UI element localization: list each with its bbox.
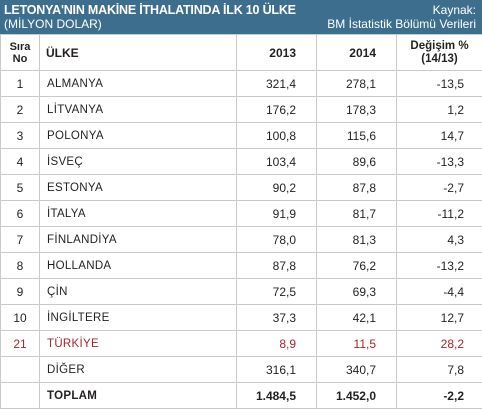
- column-header-country: ÜLKE: [40, 35, 237, 71]
- value-2014-cell: 69,3: [317, 279, 397, 305]
- column-header-2014: 2014: [317, 35, 397, 71]
- change-cell: 7,8: [397, 357, 482, 383]
- change-cell: 4,3: [397, 227, 482, 253]
- value-2014-cell: 11,5: [317, 331, 397, 357]
- change-cell: -4,4: [397, 279, 482, 305]
- country-cell: ALMANYA: [40, 71, 237, 97]
- value-2014-cell: 81,7: [317, 201, 397, 227]
- change-cell: -13,2: [397, 253, 482, 279]
- source-value: BM İstatistik Bölümü Verileri: [327, 17, 476, 31]
- value-2014-cell: 42,1: [317, 305, 397, 331]
- source-label: Kaynak:: [433, 3, 476, 17]
- value-2013-cell: 87,8: [237, 253, 317, 279]
- rank-cell: 2: [1, 97, 40, 123]
- rank-cell: 3: [1, 123, 40, 149]
- change-cell: 12,7: [397, 305, 482, 331]
- rank-cell: 10: [1, 305, 40, 331]
- value-2014-cell: 89,6: [317, 149, 397, 175]
- value-2013-cell: 176,2: [237, 97, 317, 123]
- table-header-banner: LETONYA'NIN MAKİNE İTHALATINDA İLK 10 ÜL…: [0, 0, 482, 34]
- value-2014-cell: 115,6: [317, 123, 397, 149]
- value-2014-cell: 278,1: [317, 71, 397, 97]
- value-2014-cell: 178,3: [317, 97, 397, 123]
- value-2013-cell: 103,4: [237, 149, 317, 175]
- rank-header-line1: Sıra: [10, 41, 31, 53]
- value-2014-cell: 87,8: [317, 175, 397, 201]
- value-2013-cell: 316,1: [237, 357, 317, 383]
- country-cell: ESTONYA: [40, 175, 237, 201]
- column-header-row: Sıra No ÜLKE 2013 2014 Değişim % (14/13): [1, 35, 482, 71]
- value-2013-cell: 8,9: [237, 331, 317, 357]
- change-cell: 28,2: [397, 331, 482, 357]
- change-cell: -13,5: [397, 71, 482, 97]
- column-header-rank: Sıra No: [1, 35, 40, 71]
- rank-cell: 8: [1, 253, 40, 279]
- change-header-line2: (14/13): [421, 53, 457, 65]
- country-cell: TÜRKİYE: [40, 331, 237, 357]
- value-2013-cell: 91,9: [237, 201, 317, 227]
- value-2013-cell: 100,8: [237, 123, 317, 149]
- change-header-line1: Değişim %: [410, 40, 468, 52]
- value-2013-cell: 90,2: [237, 175, 317, 201]
- country-cell: ÇİN: [40, 279, 237, 305]
- country-cell: LİTVANYA: [40, 97, 237, 123]
- value-2014-cell: 81,3: [317, 227, 397, 253]
- change-cell: 14,7: [397, 123, 482, 149]
- country-cell: POLONYA: [40, 123, 237, 149]
- rank-cell: 5: [1, 175, 40, 201]
- rank-header-line2: No: [13, 53, 28, 65]
- country-cell: İNGİLTERE: [40, 305, 237, 331]
- value-2013-cell: 37,3: [237, 305, 317, 331]
- country-cell: FİNLANDİYA: [40, 227, 237, 253]
- rank-cell: 4: [1, 149, 40, 175]
- value-2013-cell: 78,0: [237, 227, 317, 253]
- value-2013-cell: 72,5: [237, 279, 317, 305]
- change-cell: 1,2: [397, 97, 482, 123]
- table-title: LETONYA'NIN MAKİNE İTHALATINDA İLK 10 ÜL…: [4, 3, 296, 17]
- value-2013-cell: 321,4: [237, 71, 317, 97]
- change-cell: -11,2: [397, 201, 482, 227]
- country-cell: İSVEÇ: [40, 149, 237, 175]
- value-2014-cell: 340,7: [317, 357, 397, 383]
- rank-cell: [1, 357, 40, 383]
- change-cell: -13,3: [397, 149, 482, 175]
- country-cell: İTALYA: [40, 201, 237, 227]
- rank-cell: 6: [1, 201, 40, 227]
- change-cell: -2,7: [397, 175, 482, 201]
- import-table: Sıra No ÜLKE 2013 2014 Değişim % (14/13)…: [0, 34, 482, 409]
- rank-cell: 1: [1, 71, 40, 97]
- value-2014-cell: 76,2: [317, 253, 397, 279]
- rank-cell: 9: [1, 279, 40, 305]
- country-cell: DİĞER: [40, 357, 237, 383]
- table-subtitle: (MİLYON DOLAR): [4, 17, 102, 31]
- rank-cell: 21: [1, 331, 40, 357]
- rank-cell: 7: [1, 227, 40, 253]
- column-header-change: Değişim % (14/13): [397, 35, 482, 71]
- column-header-2013: 2013: [237, 35, 317, 71]
- country-cell: HOLLANDA: [40, 253, 237, 279]
